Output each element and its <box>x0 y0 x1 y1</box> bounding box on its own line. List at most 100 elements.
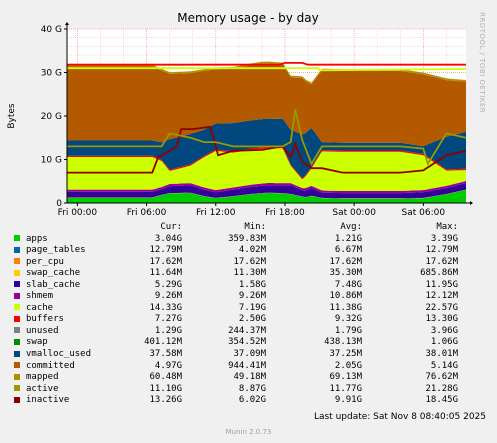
legend-row: per_cpu 17.62M 17.62M 17.62M 17.62M <box>12 257 458 269</box>
legend-min-value: 1.58G <box>238 279 266 290</box>
legend-avg-value: 10.86M <box>329 291 362 302</box>
legend-series-name: cache <box>26 302 54 313</box>
legend-cur-value: 60.48M <box>149 372 182 383</box>
x-tick-label: Sat 06:00 <box>402 208 446 218</box>
legend-series-name: per_cpu <box>26 256 64 267</box>
x-tick-label: Fri 00:00 <box>58 208 98 218</box>
legend-swatch <box>14 373 20 380</box>
legend-table: Cur: Min: Avg: Max: apps 3.04G 359.83M 1.21… <box>12 222 458 407</box>
legend-cur-value: 7.27G <box>154 314 182 325</box>
legend-avg-value: 11.38G <box>329 302 362 313</box>
area-apps <box>67 189 466 203</box>
legend-cur-value: 14.33G <box>149 302 182 313</box>
legend-row: inactive 13.26G 6.02G 9.91G 18.45G <box>12 395 458 407</box>
header-cur: Cur: <box>160 222 182 232</box>
legend-row: page_tables 12.79M 4.02M 6.67M 12.79M <box>12 245 458 257</box>
legend-max-value: 685.86M <box>420 268 458 279</box>
legend-series-name: unused <box>26 325 59 336</box>
rrdtool-credit: RRDTOOL / TOBI OETIKER <box>478 12 486 114</box>
legend-max-value: 3.96G <box>430 325 458 336</box>
stacked-areas <box>67 61 466 203</box>
axes: 0 10 G 20 G 30 G 40 G Fri 00:00 Fri 06:00 Fri 1… <box>41 22 473 218</box>
y-tick-label: 30 G <box>41 69 62 79</box>
legend-max-value: 38.01M <box>425 349 458 360</box>
legend-swatch <box>14 235 20 242</box>
legend-header: Cur: Min: Avg: Max: <box>12 222 458 234</box>
header-min: Min: <box>244 222 266 232</box>
legend-cur-value: 37.58M <box>149 349 182 360</box>
legend-max-value: 1.06G <box>430 337 458 348</box>
y-axis-arrow <box>65 22 69 25</box>
legend-cur-value: 9.26M <box>154 291 182 302</box>
legend-min-value: 7.19G <box>238 302 266 313</box>
legend-swatch <box>14 304 20 311</box>
legend-swatch <box>14 396 20 403</box>
x-axis-arrow <box>470 201 473 205</box>
legend-min-value: 354.52M <box>228 337 266 348</box>
legend-swatch <box>14 269 20 276</box>
legend-row: swap_cache 11.64M 11.30M 35.30M 685.86M <box>12 268 458 280</box>
legend-max-value: 22.57G <box>425 302 458 313</box>
legend-row: unused 1.29G 244.37M 1.79G 3.96G <box>12 326 458 338</box>
legend-swatch <box>14 281 20 288</box>
legend-row: apps 3.04G 359.83M 1.21G 3.39G <box>12 234 458 246</box>
legend-avg-value: 35.30M <box>329 268 362 279</box>
legend-avg-value: 17.62M <box>329 256 362 267</box>
legend-avg-value: 9.91G <box>334 395 362 406</box>
legend-min-value: 17.62M <box>233 256 266 267</box>
legend-row: active 11.10G 8.87G 11.77G 21.28G <box>12 384 458 396</box>
legend-cur-value: 17.62M <box>149 256 182 267</box>
legend-row: shmem 9.26M 9.26M 10.86M 12.12M <box>12 291 458 303</box>
legend-series-name: apps <box>26 233 48 244</box>
legend-cur-value: 11.10G <box>149 383 182 394</box>
legend-row: buffers 7.27G 2.50G 9.32G 13.30G <box>12 314 458 326</box>
legend-max-value: 76.62M <box>425 372 458 383</box>
legend-series-name: buffers <box>26 314 64 325</box>
x-tick-label: Fri 06:00 <box>127 208 167 218</box>
memory-chart: Memory usage - by day Bytes 0 10 G 20 G 30 … <box>7 11 473 218</box>
legend-cur-value: 3.04G <box>154 233 182 244</box>
legend-min-value: 944.41M <box>228 360 266 371</box>
x-tick-label: Sat 00:00 <box>332 208 376 218</box>
area-slab_cache <box>67 183 466 199</box>
legend-avg-value: 9.32G <box>334 314 362 325</box>
area-shmem <box>67 180 466 194</box>
legend-min-value: 49.18M <box>233 372 266 383</box>
legend-max-value: 3.39G <box>430 233 458 244</box>
legend-series-name: swap_cache <box>26 268 81 279</box>
line-active <box>67 125 467 174</box>
area-cache <box>67 148 466 191</box>
legend-swatch <box>14 385 20 392</box>
y-tick-label: 20 G <box>41 112 62 122</box>
legend-max-value: 13.30G <box>425 314 458 325</box>
header-avg: Avg: <box>340 222 362 232</box>
y-tick-label: 10 G <box>41 156 62 166</box>
legend-row: committed 4.97G 944.41M 2.05G 5.14G <box>12 361 458 373</box>
legend-swatch <box>14 315 20 322</box>
legend-min-value: 359.83M <box>228 233 266 244</box>
legend-max-value: 11.95G <box>425 279 458 290</box>
legend-row: vmalloc_used 37.58M 37.09M 37.25M 38.01M <box>12 349 458 361</box>
legend-row: slab_cache 5.29G 1.58G 7.48G 11.95G <box>12 280 458 292</box>
legend-avg-value: 6.67M <box>334 245 362 256</box>
legend-avg-value: 7.48G <box>334 279 362 290</box>
x-tick-label: Fri 18:00 <box>265 208 305 218</box>
legend-avg-value: 1.79G <box>334 325 362 336</box>
area-committed <box>67 63 466 147</box>
legend-row: mapped 60.48M 49.18M 69.13M 76.62M <box>12 372 458 384</box>
last-update: Last update: Sat Nov 8 08:40:05 2025 <box>313 412 486 422</box>
legend-min-value: 8.87G <box>238 383 266 394</box>
legend-cur-value: 1.29G <box>154 325 182 336</box>
legend-series-name: committed <box>26 360 75 371</box>
legend-swatch <box>14 292 20 299</box>
line-swap <box>67 62 466 66</box>
legend-avg-value: 438.13M <box>324 337 362 348</box>
legend-cur-value: 401.12M <box>144 337 182 348</box>
legend-swatch <box>14 246 20 253</box>
legend-cur-value: 11.64M <box>149 268 182 279</box>
legend-series-name: active <box>26 383 59 394</box>
legend-cur-value: 12.79M <box>149 245 182 256</box>
legend-avg-value: 37.25M <box>329 349 362 360</box>
legend-max-value: 17.62M <box>425 256 458 267</box>
legend-max-value: 12.79M <box>425 245 458 256</box>
